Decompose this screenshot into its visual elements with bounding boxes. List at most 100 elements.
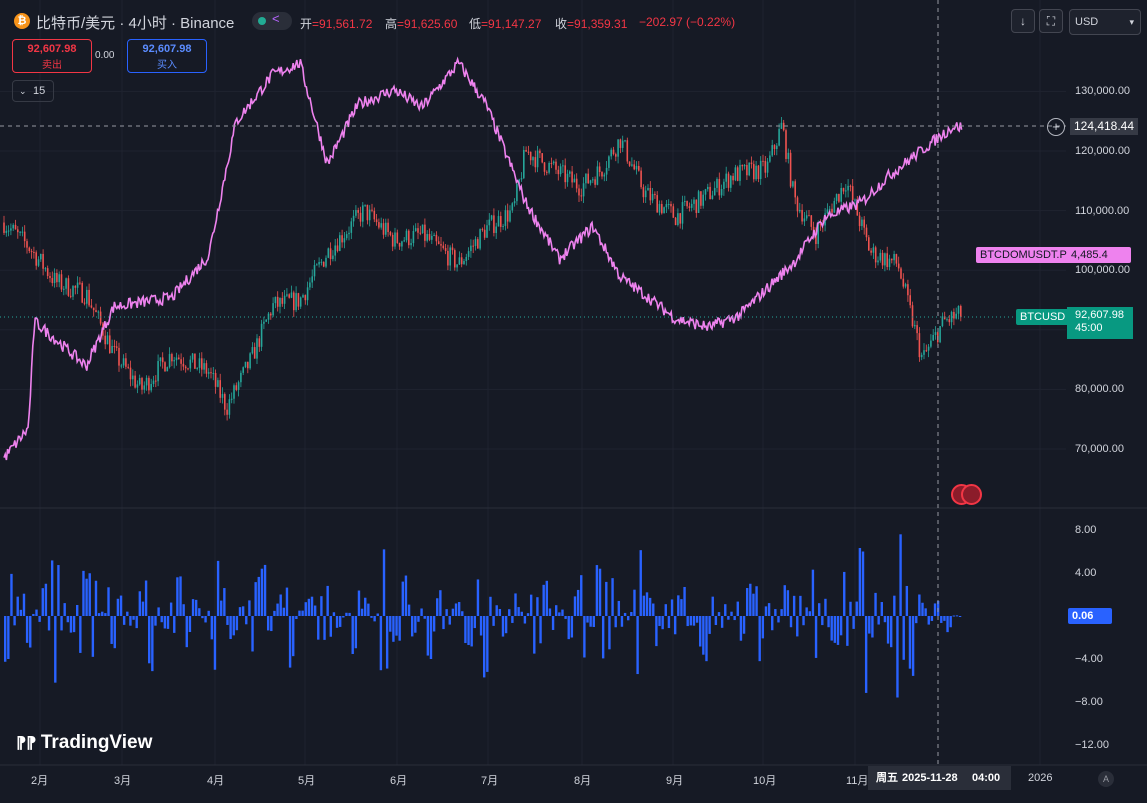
histogram-bar xyxy=(160,616,163,623)
candle-body xyxy=(543,162,546,172)
histogram-bar xyxy=(207,610,210,616)
histogram-bar xyxy=(169,602,173,616)
candle-body xyxy=(444,248,447,251)
candle-body xyxy=(550,163,553,165)
symbol-title[interactable]: 比特币/美元 · 4小时 · Binance xyxy=(36,15,235,32)
candle-body xyxy=(65,278,67,289)
histogram-bar xyxy=(4,616,7,662)
candle-body xyxy=(941,316,944,327)
candle-body xyxy=(375,219,378,223)
candle-body xyxy=(316,264,318,266)
candle-body xyxy=(148,377,150,391)
candle-body xyxy=(927,346,930,351)
histogram-bar xyxy=(846,616,849,646)
histogram-bar xyxy=(248,600,251,616)
download-button[interactable]: ↓ xyxy=(1011,9,1035,33)
sell-label: 卖出 xyxy=(42,60,62,71)
share-icon[interactable]: < xyxy=(272,11,280,26)
histogram-bar xyxy=(32,613,35,616)
histogram-bar xyxy=(886,616,890,644)
candle-body xyxy=(327,248,330,258)
candle-body xyxy=(217,380,219,387)
histogram-bar xyxy=(338,616,342,627)
histogram-bar xyxy=(648,597,652,616)
currency-select[interactable]: USD ▾ xyxy=(1069,9,1141,35)
histogram-bar xyxy=(858,548,862,616)
candle-body xyxy=(539,150,541,154)
bitcoin-logo-icon: ₿ xyxy=(14,13,30,29)
market-status-pill[interactable] xyxy=(252,12,292,30)
candle-body xyxy=(702,194,704,206)
histogram-bar xyxy=(60,616,63,631)
candle-body xyxy=(115,346,118,348)
candle-body xyxy=(953,311,955,319)
histogram-bar xyxy=(799,595,802,616)
candle-body xyxy=(488,219,491,226)
candle-body xyxy=(113,345,116,347)
candle-body xyxy=(99,311,102,324)
tradingview-logo[interactable]: ⁋⁋ TradingView xyxy=(16,732,152,754)
grid-lines xyxy=(0,0,1066,765)
osc-tick: 8.00 xyxy=(1075,524,1097,536)
candle-body xyxy=(477,239,479,249)
candle-body xyxy=(911,305,914,327)
candle-body xyxy=(221,394,224,398)
candle-body xyxy=(755,165,757,180)
histogram-bar xyxy=(529,594,533,616)
candle-body xyxy=(240,372,242,383)
candle-body xyxy=(132,375,134,380)
candle-body xyxy=(792,181,794,187)
sell-button[interactable]: 92,607.98 卖出 xyxy=(12,39,92,73)
candle-body xyxy=(134,375,136,388)
candle-body xyxy=(417,228,419,233)
candle-body xyxy=(242,367,244,373)
candle-body xyxy=(608,156,610,168)
candle-body xyxy=(644,190,647,198)
buy-button[interactable]: 92,607.98 买入 xyxy=(127,39,207,73)
bar-countdown: 45:00 xyxy=(1075,322,1103,334)
candle-body xyxy=(688,206,691,208)
candle-body xyxy=(730,175,732,188)
candle-body xyxy=(249,353,251,369)
histogram-bar xyxy=(586,616,589,623)
candle-body xyxy=(796,197,799,212)
indicators-toggle-button[interactable]: ⌄ 15 xyxy=(12,80,54,102)
candle-body xyxy=(946,319,948,321)
candle-body xyxy=(840,187,842,202)
histogram-bar xyxy=(63,603,66,616)
histogram-bar xyxy=(329,616,332,637)
histogram-bar xyxy=(915,616,918,624)
candle-body xyxy=(587,173,589,184)
buy-label: 买入 xyxy=(157,60,177,71)
candle-body xyxy=(143,385,146,390)
histogram-bar xyxy=(410,616,414,637)
histogram-bar xyxy=(451,608,455,616)
fullscreen-button[interactable]: ⛶ xyxy=(1039,9,1063,33)
candle-body xyxy=(621,140,624,148)
candle-body xyxy=(405,230,408,241)
us-flag-event-icon[interactable] xyxy=(961,484,982,505)
histogram-bar xyxy=(389,616,392,632)
candle-body xyxy=(658,203,661,213)
auto-scale-button[interactable]: A xyxy=(1098,771,1114,787)
candle-body xyxy=(562,165,564,167)
candle-body xyxy=(387,222,389,233)
candle-body xyxy=(739,164,741,181)
candle-body xyxy=(378,222,380,228)
histogram-bar xyxy=(811,569,815,616)
histogram-bar xyxy=(817,603,821,616)
candle-body xyxy=(329,248,332,260)
candle-body xyxy=(817,224,819,244)
candle-body xyxy=(460,257,463,265)
time-tick: 2月 xyxy=(31,775,49,787)
histogram-bar xyxy=(47,616,51,631)
candle-body xyxy=(782,122,785,131)
oscillator-histogram xyxy=(4,534,962,698)
histogram-bar xyxy=(777,616,780,623)
candle-body xyxy=(295,293,297,311)
candle-body xyxy=(493,215,495,233)
candle-body xyxy=(408,230,410,246)
histogram-bar xyxy=(238,607,242,616)
add-alert-plus-icon[interactable]: + xyxy=(1047,118,1065,136)
